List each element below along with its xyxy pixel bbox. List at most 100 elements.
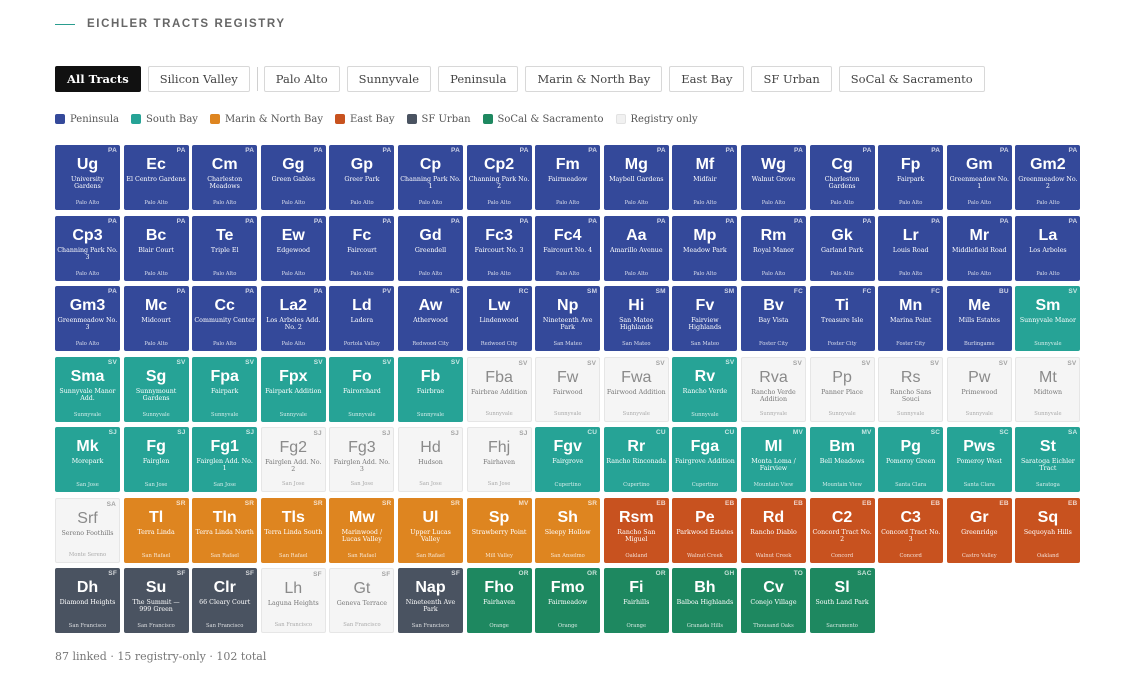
tract-tile-rs[interactable]: SV Rs Rancho Sans Souci Sunnyvale	[878, 356, 944, 422]
tract-tile-la[interactable]: PA La Los Arboles Palo Alto	[1015, 215, 1081, 281]
tract-tile-dh[interactable]: SF Dh Diamond Heights San Francisco	[55, 568, 120, 633]
tract-tile-cm[interactable]: PA Cm Charleston Meadows Palo Alto	[192, 145, 258, 210]
tract-tile-cp3[interactable]: PA Cp3 Channing Park No. 3 Palo Alto	[55, 215, 120, 281]
tract-tile-fp[interactable]: PA Fp Fairpark Palo Alto	[878, 145, 944, 210]
tract-tile-sma[interactable]: SV Sma Sunnyvale Manor Add. Sunnyvale	[55, 356, 120, 422]
tract-tile-rva[interactable]: SV Rva Rancho Verde Addition Sunnyvale	[741, 356, 806, 422]
tract-tile-mp[interactable]: PA Mp Meadow Park Palo Alto	[672, 215, 738, 281]
tract-tile-pp[interactable]: SV Pp Panner Place Sunnyvale	[809, 356, 875, 422]
tract-tile-ug[interactable]: PA Ug University Gardens Palo Alto	[55, 145, 120, 210]
tract-tile-pe[interactable]: EB Pe Parkwood Estates Walnut Creek	[672, 497, 738, 563]
tract-tile-clr[interactable]: SF Clr 66 Cleary Court San Francisco	[192, 568, 258, 633]
tract-tile-gm[interactable]: PA Gm Greenmeadow No. 1 Palo Alto	[946, 145, 1012, 210]
tract-tile-ml[interactable]: MV Ml Monta Loma / Fairview Mountain View	[741, 427, 806, 492]
tract-tile-fho[interactable]: OR Fho Fairhaven Orange	[466, 568, 532, 633]
tract-tile-cp[interactable]: PA Cp Channing Park No. 1 Palo Alto	[398, 145, 463, 210]
filter-peninsula-button[interactable]: Peninsula	[438, 66, 519, 92]
tract-tile-fwa[interactable]: SV Fwa Fairwood Addition Sunnyvale	[603, 356, 669, 422]
tract-tile-rsm[interactable]: EB Rsm Rancho San Miguel Oakland	[603, 497, 669, 563]
tract-tile-ec[interactable]: PA Ec El Centro Gardens Palo Alto	[123, 145, 189, 210]
tract-tile-fc3[interactable]: PA Fc3 Faircourt No. 3 Palo Alto	[466, 215, 532, 281]
tract-tile-fg3[interactable]: SJ Fg3 Fairglen Add. No. 3 San Jose	[329, 427, 395, 492]
tract-tile-sg[interactable]: SV Sg Sunnymount Gardens Sunnyvale	[123, 356, 189, 422]
tract-tile-gm3[interactable]: PA Gm3 Greenmeadow No. 3 Palo Alto	[55, 286, 120, 351]
tract-tile-gr[interactable]: EB Gr Greenridge Castro Valley	[946, 497, 1012, 563]
tract-tile-bc[interactable]: PA Bc Blair Court Palo Alto	[123, 215, 189, 281]
tract-tile-pg[interactable]: SC Pg Pomeroy Green Santa Clara	[878, 427, 944, 492]
filter-east-bay-button[interactable]: East Bay	[669, 66, 745, 92]
tract-tile-c2[interactable]: EB C2 Concord Tract No. 2 Concord	[809, 497, 875, 563]
tract-tile-gk[interactable]: PA Gk Garland Park Palo Alto	[809, 215, 875, 281]
tract-tile-tl[interactable]: SR Tl Terra Linda San Rafael	[123, 497, 189, 563]
tract-tile-fg[interactable]: SJ Fg Fairglen San Jose	[123, 427, 189, 492]
tract-tile-fi[interactable]: OR Fi Fairhills Orange	[603, 568, 669, 633]
tract-tile-fo[interactable]: SV Fo Fairorchard Sunnyvale	[329, 356, 395, 422]
tract-tile-mk[interactable]: SJ Mk Morepark San Jose	[55, 427, 120, 492]
filter-sunnyvale-button[interactable]: Sunnyvale	[346, 66, 432, 92]
tract-tile-te[interactable]: PA Te Triple El Palo Alto	[192, 215, 258, 281]
tract-tile-bh[interactable]: GH Bh Balboa Highlands Granada Hills	[672, 568, 738, 633]
tract-tile-mw[interactable]: SR Mw Marinwood / Lucas Valley San Rafael	[329, 497, 395, 563]
tract-tile-aa[interactable]: PA Aa Amarillo Avenue Palo Alto	[603, 215, 669, 281]
tract-tile-la2[interactable]: PA La2 Los Arboles Add. No. 2 Palo Alto	[260, 286, 326, 351]
tract-tile-fw[interactable]: SV Fw Fairwood Sunnyvale	[535, 356, 601, 422]
tract-tile-fpx[interactable]: SV Fpx Fairpark Addition Sunnyvale	[260, 356, 326, 422]
tract-tile-bv[interactable]: FC Bv Bay Vista Foster City	[741, 286, 806, 351]
tract-tile-gm2[interactable]: PA Gm2 Greenmeadow No. 2 Palo Alto	[1015, 145, 1081, 210]
tract-tile-rr[interactable]: CU Rr Rancho Rinconada Cupertino	[603, 427, 669, 492]
filter-marin-and-north-bay-button[interactable]: Marin & North Bay	[525, 66, 663, 92]
tract-tile-ew[interactable]: PA Ew Edgewood Palo Alto	[260, 215, 326, 281]
tract-tile-fg2[interactable]: SJ Fg2 Fairglen Add. No. 2 San Jose	[260, 427, 326, 492]
tract-tile-tln[interactable]: SR Tln Terra Linda North San Rafael	[192, 497, 258, 563]
tract-tile-sm[interactable]: SV Sm Sunnyvale Manor Sunnyvale	[1015, 286, 1081, 351]
tract-tile-gd[interactable]: PA Gd Greendell Palo Alto	[398, 215, 463, 281]
tract-tile-mt[interactable]: SV Mt Midtown Sunnyvale	[1015, 356, 1081, 422]
tract-tile-mg[interactable]: PA Mg Maybell Gardens Palo Alto	[603, 145, 669, 210]
tract-tile-pws[interactable]: SC Pws Pomeroy West Santa Clara	[946, 427, 1012, 492]
tract-tile-pw[interactable]: SV Pw Primewood Sunnyvale	[946, 356, 1012, 422]
tract-tile-ti[interactable]: FC Ti Treasure Isle Foster City	[809, 286, 875, 351]
filter-all-tracts-button[interactable]: All Tracts	[55, 66, 141, 92]
tract-tile-ld[interactable]: PV Ld Ladera Portola Valley	[329, 286, 395, 351]
tract-tile-fc4[interactable]: PA Fc4 Faircourt No. 4 Palo Alto	[535, 215, 601, 281]
tract-tile-sh[interactable]: SR Sh Sleepy Hollow San Anselmo	[535, 497, 601, 563]
tract-tile-lh[interactable]: SF Lh Laguna Heights San Francisco	[260, 568, 326, 633]
tract-tile-mn[interactable]: FC Mn Marina Point Foster City	[878, 286, 944, 351]
tract-tile-sq[interactable]: EB Sq Sequoyah Hills Oakland	[1015, 497, 1081, 563]
filter-silicon-valley-button[interactable]: Silicon Valley	[147, 66, 250, 92]
tract-tile-lw[interactable]: RC Lw Lindenwood Redwood City	[466, 286, 532, 351]
tract-tile-mc[interactable]: PA Mc Midcourt Palo Alto	[123, 286, 189, 351]
tract-tile-sp[interactable]: MV Sp Strawberry Point Mill Valley	[466, 497, 532, 563]
tract-tile-fm[interactable]: PA Fm Fairmeadow Palo Alto	[535, 145, 601, 210]
tract-tile-fhj[interactable]: SJ Fhj Fairhaven San Jose	[466, 427, 532, 492]
tract-tile-mr[interactable]: PA Mr Middlefield Road Palo Alto	[946, 215, 1012, 281]
tract-tile-fpa[interactable]: SV Fpa Fairpark Sunnyvale	[192, 356, 258, 422]
tract-tile-gp[interactable]: PA Gp Greer Park Palo Alto	[329, 145, 395, 210]
tract-tile-wg[interactable]: PA Wg Walnut Grove Palo Alto	[741, 145, 806, 210]
tract-tile-fga[interactable]: CU Fga Fairgrove Addition Cupertino	[672, 427, 738, 492]
tract-tile-lr[interactable]: PA Lr Louis Road Palo Alto	[878, 215, 944, 281]
tract-tile-cv[interactable]: TO Cv Conejo Village Thousand Oaks	[741, 568, 806, 633]
tract-tile-me[interactable]: BU Me Mills Estates Burlingame	[946, 286, 1012, 351]
tract-tile-fc[interactable]: PA Fc Faircourt Palo Alto	[329, 215, 395, 281]
tract-tile-fgv[interactable]: CU Fgv Fairgrove Cupertino	[535, 427, 601, 492]
tract-tile-fb[interactable]: SV Fb Fairbrae Sunnyvale	[398, 356, 463, 422]
tract-tile-rd[interactable]: EB Rd Rancho Diablo Walnut Creek	[741, 497, 806, 563]
tract-tile-fmo[interactable]: OR Fmo Fairmeadow Orange	[535, 568, 601, 633]
tract-tile-tls[interactable]: SR Tls Terra Linda South San Rafael	[260, 497, 326, 563]
tract-tile-hi[interactable]: SM Hi San Mateo Highlands San Mateo	[603, 286, 669, 351]
tract-tile-cp2[interactable]: PA Cp2 Channing Park No. 2 Palo Alto	[466, 145, 532, 210]
tract-tile-nap[interactable]: SF Nap Nineteenth Ave Park San Francisco	[398, 568, 463, 633]
tract-tile-st[interactable]: SA St Saratoga Eichler Tract Saratoga	[1015, 427, 1081, 492]
tract-tile-c3[interactable]: EB C3 Concord Tract No. 3 Concord	[878, 497, 944, 563]
filter-palo-alto-button[interactable]: Palo Alto	[263, 66, 340, 92]
tract-tile-rv[interactable]: SV Rv Rancho Verde Sunnyvale	[672, 356, 738, 422]
tract-tile-gg[interactable]: PA Gg Green Gables Palo Alto	[260, 145, 326, 210]
tract-tile-aw[interactable]: RC Aw Atherwood Redwood City	[398, 286, 463, 351]
tract-tile-fba[interactable]: SV Fba Fairbrae Addition Sunnyvale	[466, 356, 532, 422]
filter-socal-and-sacramento-button[interactable]: SoCal & Sacramento	[838, 66, 985, 92]
tract-tile-fg1[interactable]: SJ Fg1 Fairglen Add. No. 1 San Jose	[192, 427, 258, 492]
tract-tile-bm[interactable]: MV Bm Bell Meadows Mountain View	[809, 427, 875, 492]
tract-tile-srf[interactable]: SA Srf Sereno Foothills Monte Sereno	[55, 497, 120, 563]
tract-tile-rm[interactable]: PA Rm Royal Manor Palo Alto	[741, 215, 806, 281]
